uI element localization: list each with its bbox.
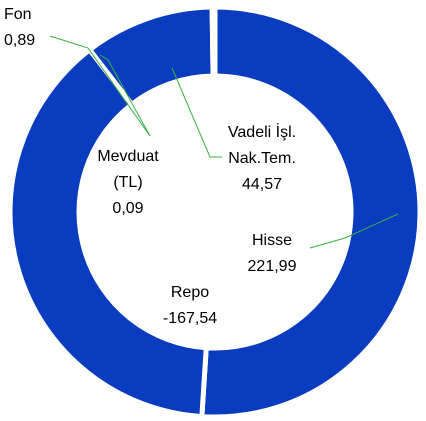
value-label: 0,89 [4,32,36,49]
slice-label: Fon 0,89 [4,2,35,54]
slice-label: Hisse 221,99 [232,228,312,280]
value-label: -167,54 [162,310,218,327]
leader-line [49,35,151,137]
slice-label: Repo -167,54 [145,280,235,332]
value-label: 221,99 [247,258,297,275]
category-label: Repo [170,284,210,301]
category-label: Fon [4,6,32,23]
donut-slice [7,46,209,420]
category-label: Vadeli İşl. Nak.Tem. [227,124,297,167]
category-label: Mevduat (TL) [97,148,159,191]
slice-label: Vadeli İşl. Nak.Tem. 44,57 [212,120,312,198]
slice-label: Mevduat (TL) 0,09 [90,144,166,222]
value-label: 44,57 [241,176,283,193]
leader-line [171,67,222,158]
leader-line [99,54,151,137]
donut-slice [199,4,423,420]
value-label: 0,09 [112,200,144,217]
category-label: Hisse [251,232,292,249]
leader-line [309,213,399,249]
